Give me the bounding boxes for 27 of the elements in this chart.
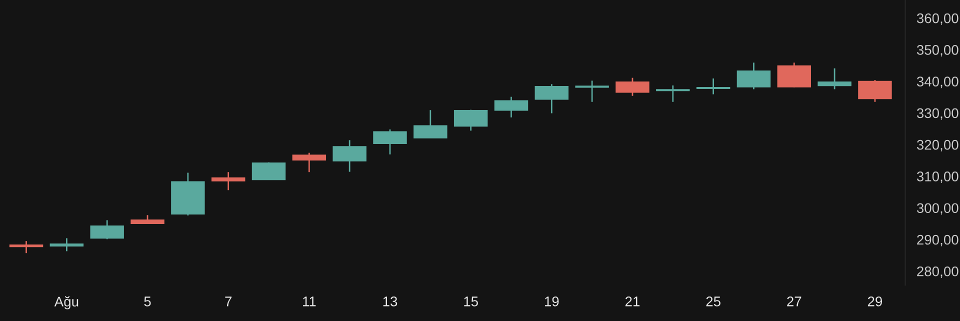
candlestick — [656, 84, 690, 103]
candlestick — [575, 80, 609, 103]
y-tick-label: 320,00 — [916, 140, 958, 152]
x-tick-label: 27 — [787, 296, 802, 306]
candlestick — [818, 68, 852, 90]
x-tick-label: 29 — [868, 296, 882, 306]
candlestick — [50, 238, 84, 252]
x-tick-label: 19 — [544, 296, 559, 306]
y-tick-label: 340,00 — [916, 76, 958, 88]
y-tick-label: 350,00 — [916, 45, 958, 56]
x-tick-label: 11 — [303, 296, 316, 306]
x-tick-label: Ağu — [54, 296, 78, 310]
y-tick-label: 280,00 — [917, 266, 958, 278]
candlestick — [696, 78, 730, 95]
x-tick-label: 21 — [625, 296, 640, 306]
x-tick-label: 15 — [464, 296, 478, 306]
candlestick — [9, 240, 44, 254]
y-tick-label: 310,00 — [916, 172, 958, 184]
y-tick-label: 300,00 — [916, 203, 958, 215]
x-tick-label: 5 — [144, 296, 151, 306]
x-tick-label: 25 — [706, 296, 720, 306]
candlestick — [211, 171, 246, 191]
x-tick-label: 13 — [383, 296, 398, 306]
x-tick-label: 7 — [225, 296, 232, 306]
y-tick-label: 360,00 — [916, 13, 958, 25]
y-tick-label: 330,00 — [916, 108, 958, 120]
y-tick-label: 290,00 — [917, 234, 958, 246]
